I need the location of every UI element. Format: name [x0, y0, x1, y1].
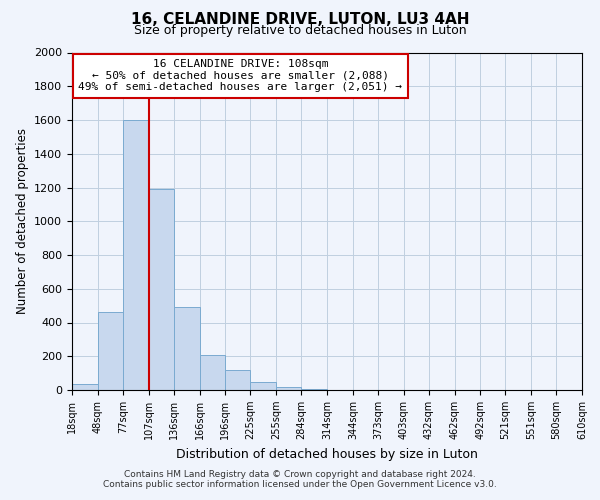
Bar: [149, 189, 173, 390]
Bar: [173, 308, 199, 390]
Text: 16 CELANDINE DRIVE: 108sqm
← 50% of detached houses are smaller (2,088)
49% of s: 16 CELANDINE DRIVE: 108sqm ← 50% of deta…: [79, 59, 403, 92]
Bar: [250, 382, 276, 390]
Bar: [276, 386, 301, 390]
Y-axis label: Number of detached properties: Number of detached properties: [16, 128, 29, 314]
Bar: [98, 312, 123, 390]
Text: 16, CELANDINE DRIVE, LUTON, LU3 4AH: 16, CELANDINE DRIVE, LUTON, LU3 4AH: [131, 12, 469, 28]
Bar: [199, 354, 226, 390]
X-axis label: Distribution of detached houses by size in Luton: Distribution of detached houses by size …: [176, 448, 478, 460]
Text: Size of property relative to detached houses in Luton: Size of property relative to detached ho…: [134, 24, 466, 37]
Bar: [226, 370, 250, 390]
Bar: [72, 384, 98, 390]
Text: Contains HM Land Registry data © Crown copyright and database right 2024.
Contai: Contains HM Land Registry data © Crown c…: [103, 470, 497, 489]
Bar: [123, 120, 149, 390]
Bar: [301, 389, 327, 390]
